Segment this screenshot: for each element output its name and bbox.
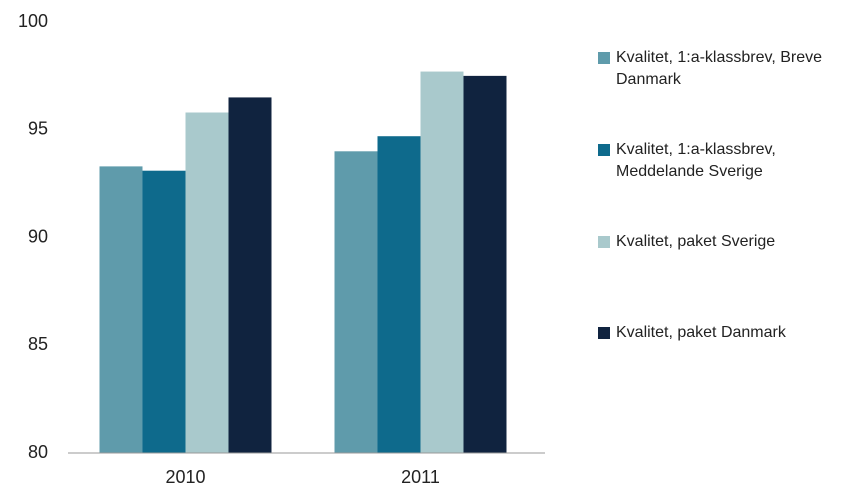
bar [185, 112, 229, 453]
legend-swatch [598, 327, 610, 339]
x-tick-label: 2010 [165, 467, 205, 487]
x-tick-label: 2011 [401, 467, 440, 487]
y-tick-label: 85 [28, 334, 48, 354]
bar [463, 75, 507, 453]
bar [142, 170, 186, 453]
legend-entry: Kvalitet, paket Sverige [598, 231, 843, 253]
y-tick-label: 90 [28, 226, 48, 246]
legend-label: Kvalitet, paket Danmark [616, 324, 786, 341]
bar [228, 97, 272, 454]
legend-swatch [598, 236, 610, 248]
legend-entry: Kvalitet, paket Danmark [598, 322, 843, 344]
legend-swatch [598, 52, 610, 64]
y-tick-label: 80 [28, 442, 48, 462]
y-tick-label: 100 [18, 11, 48, 31]
bar [420, 71, 464, 453]
legend-entry: Kvalitet, 1:a-klassbrev, Meddelande Sver… [598, 139, 843, 183]
legend-label: Kvalitet, 1:a-klassbrev, Breve Danmark [616, 49, 823, 88]
legend-entry: Kvalitet, 1:a-klassbrev, Breve Danmark [598, 47, 843, 91]
bar [334, 151, 378, 454]
bar [99, 166, 143, 453]
bar [377, 136, 421, 453]
legend-swatch [598, 144, 610, 156]
legend-label: Kvalitet, 1:a-klassbrev, Meddelande Sver… [616, 141, 776, 180]
legend-label: Kvalitet, paket Sverige [616, 233, 776, 250]
y-tick-label: 95 [28, 119, 48, 139]
